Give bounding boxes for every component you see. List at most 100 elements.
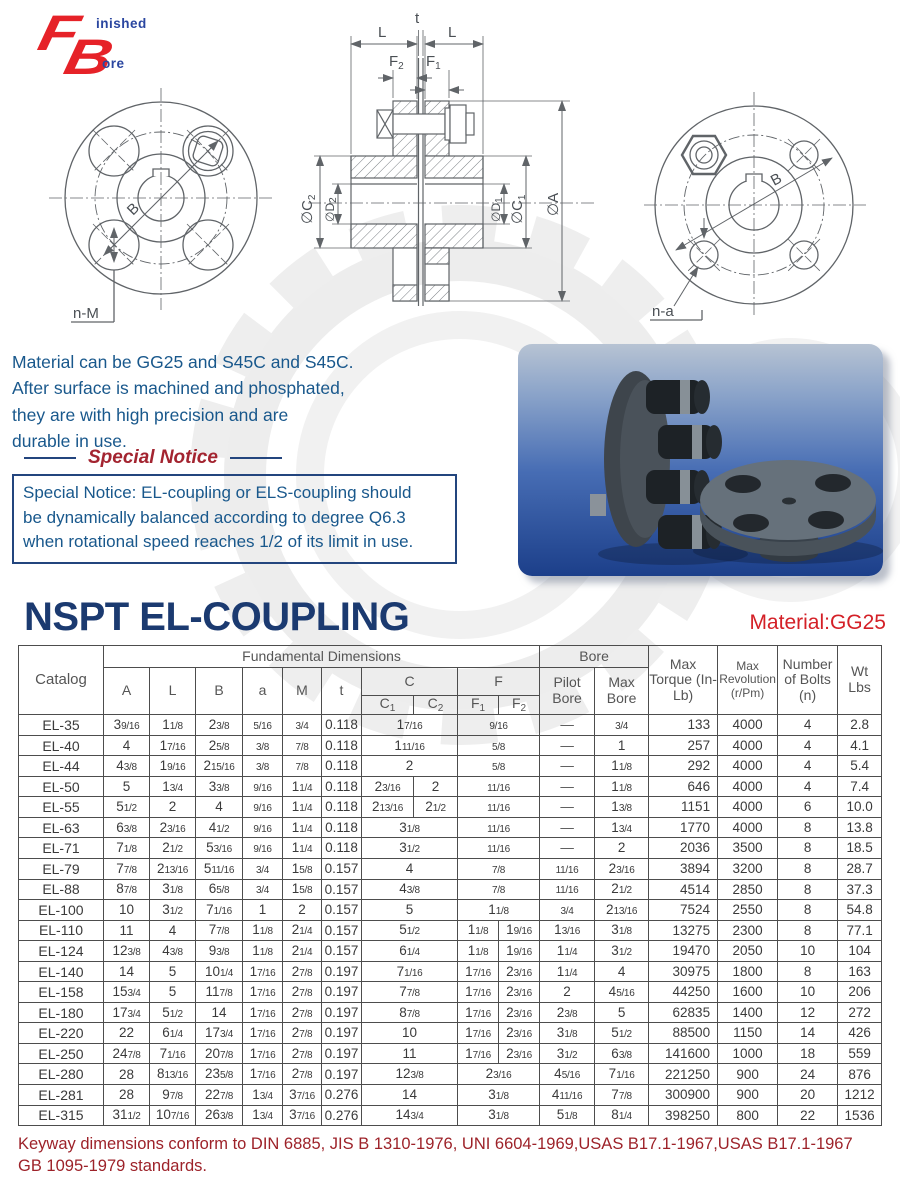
table-cell: 17/16 <box>242 1042 283 1065</box>
table-cell: 13/16 <box>539 919 596 942</box>
table-cell: EL-180 <box>18 1001 104 1024</box>
table-cell: 0.157 <box>321 878 362 901</box>
table-cell: 24 <box>777 1063 839 1086</box>
table-cell: 0.157 <box>321 940 362 962</box>
table-cell: 0.197 <box>321 1022 362 1044</box>
table-cell: 213/16 <box>149 858 196 880</box>
table-cell: 0.276 <box>321 1084 362 1106</box>
special-notice-title: Special Notice <box>88 447 218 468</box>
table-cell: — <box>539 775 596 798</box>
table-cell: 0.118 <box>321 796 362 818</box>
table-cell: 398250 <box>648 1104 719 1127</box>
table-cell: 2050 <box>717 940 779 962</box>
table-cell: 31/8 <box>456 1084 541 1106</box>
table-cell: 7/8 <box>282 755 322 777</box>
table-cell: 173/4 <box>195 1022 243 1044</box>
table-cell: EL-35 <box>18 714 104 736</box>
table-cell: 5/8 <box>456 734 541 757</box>
dim-label-f2: F2 <box>389 53 404 72</box>
table-cell: 65/8 <box>195 878 243 901</box>
dim-label-a: ∅A <box>545 193 562 216</box>
table-cell: 163 <box>837 960 883 983</box>
table-cell: 17/16 <box>457 960 499 983</box>
table-cell: 11/8 <box>594 755 650 777</box>
table-cell: 292 <box>648 755 719 777</box>
col-header-c2: C2 <box>413 694 458 716</box>
table-cell: EL-281 <box>18 1084 104 1106</box>
table-cell: 4514 <box>648 878 719 901</box>
table-cell: 3/4 <box>242 858 283 880</box>
table-cell: 31/8 <box>594 919 650 942</box>
table-cell: 31/8 <box>456 1104 541 1127</box>
drawing-front-view-right: B n-a <box>644 92 866 321</box>
table-cell: 10 <box>777 981 839 1003</box>
table-cell: 8 <box>777 837 839 860</box>
table-cell: 2 <box>413 775 458 798</box>
table-cell: 426 <box>837 1022 883 1044</box>
table-cell: 20 <box>777 1084 839 1106</box>
table-cell: 300900 <box>648 1084 719 1106</box>
table-cell: 51/2 <box>103 796 150 818</box>
table-cell: 143/4 <box>361 1104 458 1127</box>
table-cell: 3/8 <box>242 734 283 757</box>
table-cell: 11/16 <box>456 837 541 860</box>
table-row: EL-35 39/16 11/8 23/8 5/16 3/4 0.118 17/16 9/16—… <box>18 714 883 736</box>
table-cell: 9/16 <box>242 796 283 818</box>
table-cell: 7.4 <box>837 775 883 798</box>
table-cell: EL-71 <box>18 837 104 860</box>
table-cell: 0.118 <box>321 837 362 860</box>
table-cell: 27/8 <box>282 1042 322 1065</box>
table-cell: 13/4 <box>594 816 650 839</box>
table-row: EL-124 123/8 43/8 93/8 11/8 21/4 0.157 61/4 11/8… <box>18 940 883 962</box>
table-cell: 1770 <box>648 816 719 839</box>
logo-bore-text: ore <box>102 56 125 71</box>
table-cell: 7/8 <box>282 734 322 757</box>
table-cell: 11/4 <box>539 940 596 962</box>
table-cell: 4 <box>149 919 196 942</box>
table-cell: 14 <box>777 1022 839 1044</box>
col-header-a: A <box>103 666 150 716</box>
table-cell: 813/16 <box>149 1063 196 1086</box>
table-cell: 28 <box>103 1084 150 1106</box>
col-header-number-of-bolts: Number of Bolts (n) <box>777 644 839 716</box>
table-cell: 4 <box>777 714 839 736</box>
table-cell: 4.1 <box>837 734 883 757</box>
table-cell: 97/8 <box>149 1084 196 1106</box>
table-cell: 9/16 <box>242 837 283 860</box>
col-header-f-group: F <box>456 667 541 696</box>
table-cell: EL-250 <box>18 1042 104 1065</box>
table-cell: 4 <box>777 775 839 798</box>
table-cell: 111/16 <box>361 734 458 757</box>
table-cell: 3/8 <box>242 755 283 777</box>
col-header-c-group: C <box>361 667 458 696</box>
table-cell: 21/2 <box>594 878 650 901</box>
table-row: EL-158 153/4 5 117/8 17/16 27/8 0.197 77/8 17/16… <box>18 981 883 1003</box>
table-cell: 5 <box>103 775 150 798</box>
table-cell: 5 <box>149 981 196 1003</box>
table-cell: — <box>539 837 596 860</box>
table-cell: 3/4 <box>242 878 283 901</box>
table-cell: 107/16 <box>149 1104 196 1127</box>
table-cell: 21/4 <box>282 940 322 962</box>
logo-finished-text: inished <box>96 16 147 31</box>
table-cell: 900 <box>717 1063 779 1086</box>
table-row: EL-63 63/8 23/16 41/2 9/16 11/4 0.118 31/8 11/16… <box>18 816 883 839</box>
table-cell: 8 <box>777 878 839 901</box>
table-cell: 0.118 <box>321 755 362 777</box>
table-cell: 93/8 <box>195 940 243 962</box>
table-cell: 11/4 <box>282 775 322 798</box>
table-cell: 0.276 <box>321 1104 362 1127</box>
table-cell: 263/8 <box>195 1104 243 1127</box>
table-cell: 19470 <box>648 940 719 962</box>
table-cell: 1536 <box>837 1104 883 1127</box>
table-cell: 2.8 <box>837 714 883 736</box>
table-cell: 11/8 <box>242 919 283 942</box>
table-cell: 2550 <box>717 899 779 921</box>
dim-label-l-left: L <box>378 24 386 41</box>
table-cell: 3200 <box>717 858 779 880</box>
table-cell: 71/16 <box>361 960 458 983</box>
table-row: EL-220 22 61/4 173/4 17/16 27/8 0.197 10 17/16 23… <box>18 1022 883 1044</box>
table-cell: 14 <box>103 960 150 983</box>
table-cell: 53/16 <box>195 837 243 860</box>
table-cell: 5/8 <box>456 755 541 777</box>
